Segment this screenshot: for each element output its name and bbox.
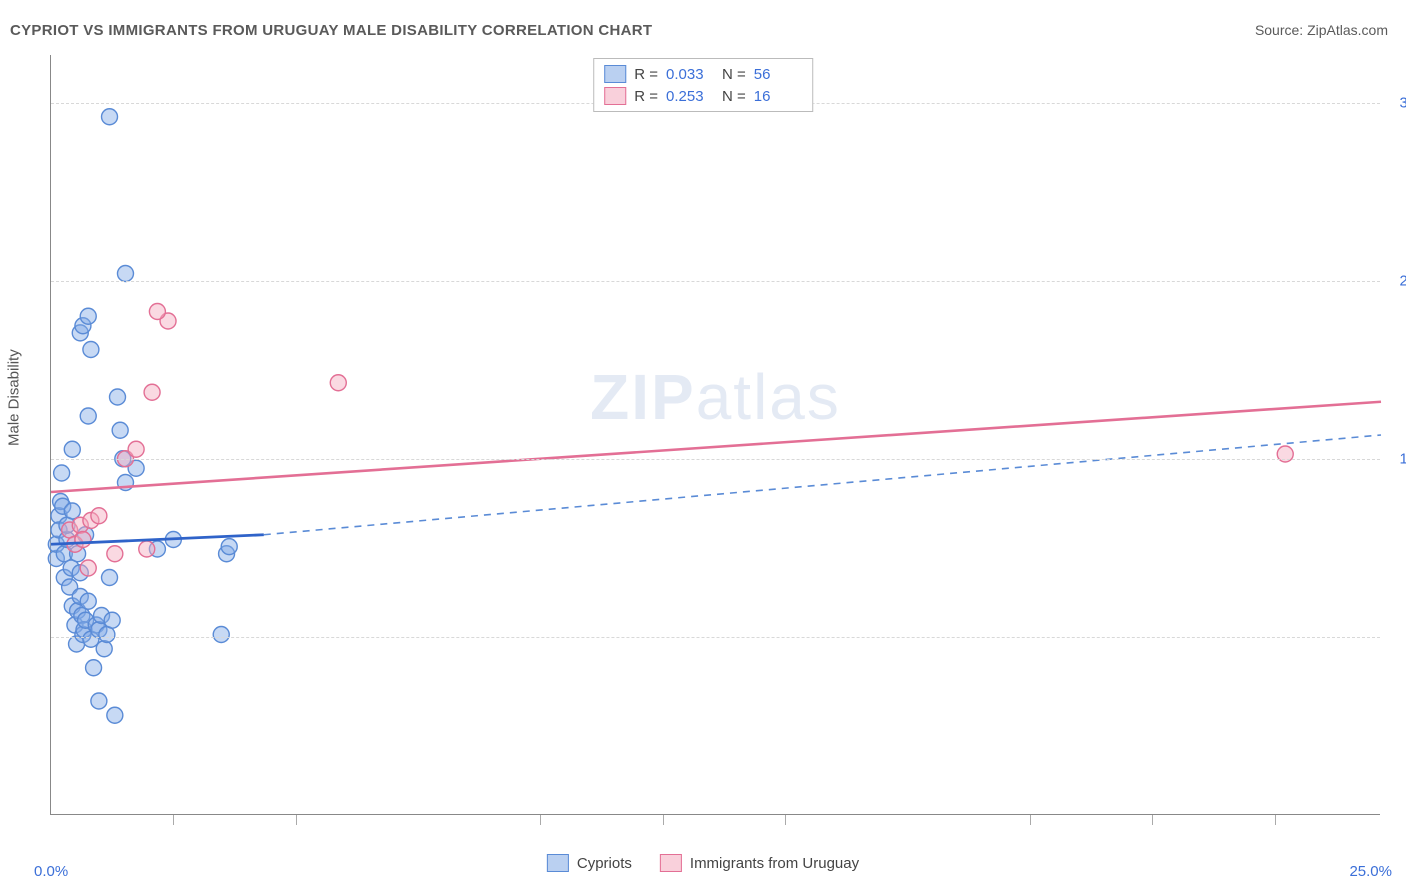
swatch-blue-icon (547, 854, 569, 872)
scatter-point (80, 408, 96, 424)
scatter-point (330, 375, 346, 391)
scatter-point (96, 641, 112, 657)
gridline-h (51, 637, 1380, 638)
source-credit: Source: ZipAtlas.com (1255, 22, 1388, 38)
plot-svg (51, 55, 1380, 814)
n-value-uruguay: 16 (754, 88, 802, 105)
scatter-point (110, 389, 126, 405)
x-tick (1275, 815, 1276, 825)
x-tick (663, 815, 664, 825)
r-value-cypriots: 0.033 (666, 66, 714, 83)
trend-line (264, 435, 1381, 535)
scatter-point (75, 532, 91, 548)
scatter-point (80, 593, 96, 609)
legend-row-cypriots: R = 0.033 N = 56 (604, 63, 802, 85)
scatter-point (83, 342, 99, 358)
scatter-point (80, 308, 96, 324)
scatter-point (117, 266, 133, 282)
y-tick-label: 30.0% (1399, 94, 1406, 111)
chart-container: CYPRIOT VS IMMIGRANTS FROM URUGUAY MALE … (0, 0, 1406, 892)
legend-row-uruguay: R = 0.253 N = 16 (604, 85, 802, 107)
gridline-h (51, 459, 1380, 460)
r-value-uruguay: 0.253 (666, 88, 714, 105)
r-label: R = (634, 88, 658, 105)
scatter-point (107, 546, 123, 562)
legend-item-cypriots: Cypriots (547, 854, 632, 872)
r-label: R = (634, 66, 658, 83)
x-origin-label: 0.0% (34, 863, 68, 880)
y-tick-label: 22.5% (1399, 272, 1406, 289)
scatter-point (64, 503, 80, 519)
x-tick (173, 815, 174, 825)
n-label: N = (722, 66, 746, 83)
x-tick (1152, 815, 1153, 825)
n-label: N = (722, 88, 746, 105)
scatter-point (104, 612, 120, 628)
scatter-point (144, 384, 160, 400)
y-tick-label: 15.0% (1399, 450, 1406, 467)
scatter-point (221, 539, 237, 555)
scatter-point (149, 304, 165, 320)
legend-item-uruguay: Immigrants from Uruguay (660, 854, 859, 872)
plot-area: ZIPatlas 7.5%15.0%22.5%30.0% (50, 55, 1380, 815)
scatter-point (107, 707, 123, 723)
swatch-pink-icon (604, 87, 626, 105)
legend-label-uruguay: Immigrants from Uruguay (690, 855, 859, 872)
scatter-point (102, 109, 118, 125)
scatter-point (139, 541, 155, 557)
legend-label-cypriots: Cypriots (577, 855, 632, 872)
swatch-pink-icon (660, 854, 682, 872)
scatter-point (54, 465, 70, 481)
scatter-point (102, 570, 118, 586)
scatter-point (213, 627, 229, 643)
scatter-point (86, 660, 102, 676)
n-value-cypriots: 56 (754, 66, 802, 83)
scatter-point (80, 560, 96, 576)
series-legend: Cypriots Immigrants from Uruguay (547, 854, 859, 872)
x-max-label: 25.0% (1349, 863, 1392, 880)
swatch-blue-icon (604, 65, 626, 83)
x-tick (1030, 815, 1031, 825)
scatter-point (91, 508, 107, 524)
gridline-h (51, 281, 1380, 282)
x-tick (785, 815, 786, 825)
x-tick (540, 815, 541, 825)
x-tick (296, 815, 297, 825)
correlation-legend: R = 0.033 N = 56 R = 0.253 N = 16 (593, 58, 813, 112)
scatter-point (112, 422, 128, 438)
y-axis-label: Male Disability (6, 349, 23, 446)
scatter-point (91, 693, 107, 709)
trend-line (51, 402, 1381, 492)
scatter-point (128, 441, 144, 457)
scatter-point (64, 441, 80, 457)
chart-title: CYPRIOT VS IMMIGRANTS FROM URUGUAY MALE … (10, 22, 652, 39)
